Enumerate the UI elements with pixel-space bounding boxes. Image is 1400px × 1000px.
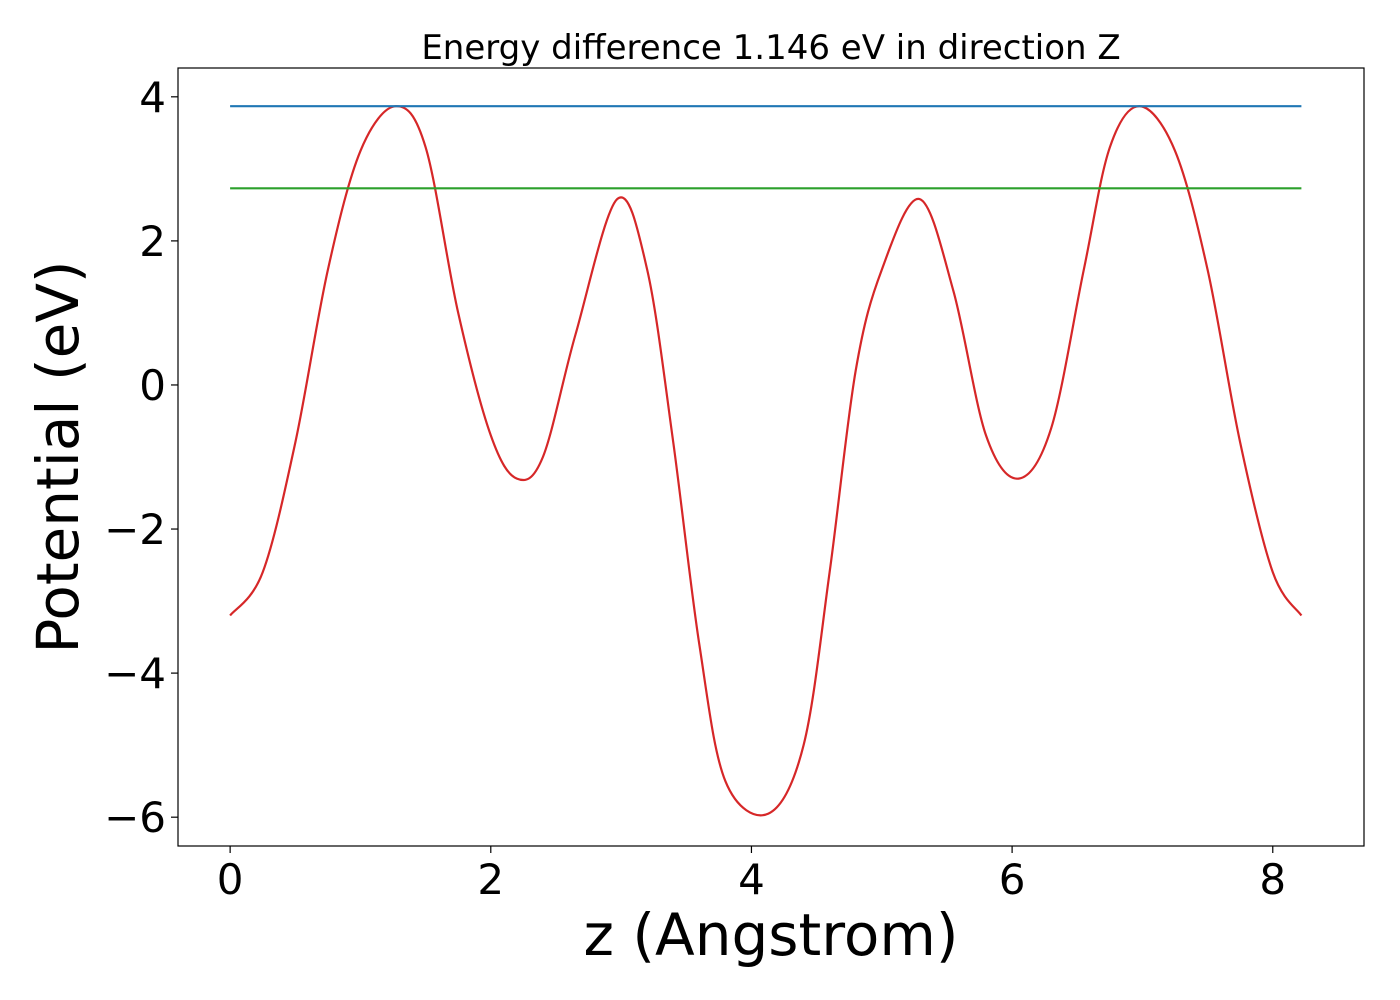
x-tick-label: 4 — [738, 855, 765, 904]
chart-title: Energy difference 1.146 eV in direction … — [421, 28, 1120, 68]
y-axis-label: Potential (eV) — [24, 260, 92, 653]
series-layer — [229, 105, 1303, 817]
x-tick-label: 2 — [477, 855, 504, 904]
y-axis: 4 2 0 −2 −4 −6 — [104, 73, 178, 842]
series-line-0 — [229, 105, 1303, 817]
x-tick-label: 8 — [1259, 855, 1286, 904]
plot-frame — [177, 67, 1365, 847]
y-tick-label: 2 — [139, 217, 166, 266]
y-tick-label: −4 — [104, 649, 166, 698]
y-tick-label: −6 — [104, 793, 166, 842]
y-tick-label: 4 — [139, 73, 166, 122]
x-axis: 0 2 4 6 8 — [217, 846, 1286, 904]
y-tick-label: 0 — [139, 361, 166, 410]
x-tick-label: 6 — [999, 855, 1026, 904]
x-axis-label: z (Angstrom) — [584, 901, 959, 969]
y-tick-label: −2 — [104, 505, 166, 554]
x-tick-label: 0 — [217, 855, 244, 904]
